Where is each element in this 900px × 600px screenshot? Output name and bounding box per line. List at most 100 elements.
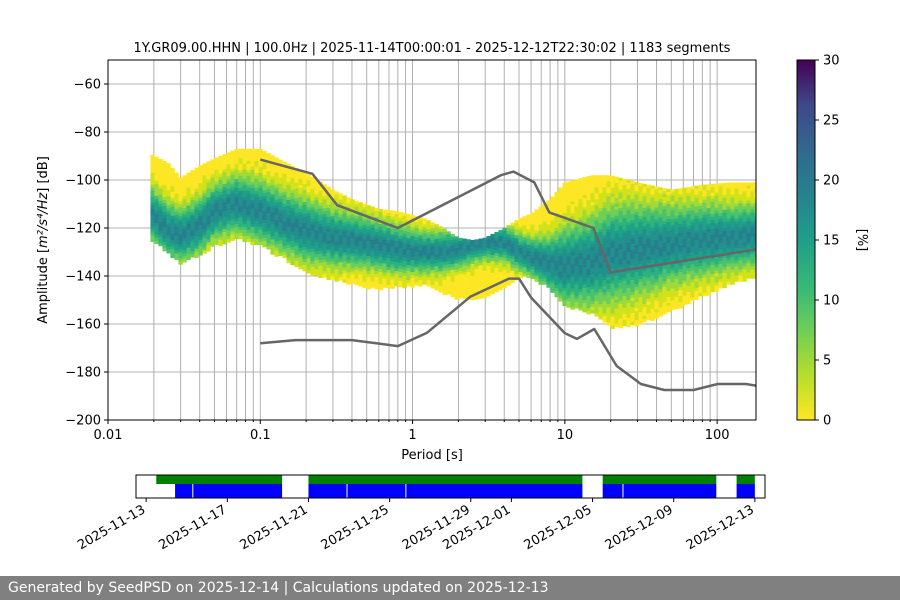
heatmap-cell (650, 314, 655, 318)
heatmap-cell (246, 217, 251, 222)
heatmap-cell (686, 285, 691, 290)
heatmap-cell (682, 193, 687, 197)
heatmap-cell (658, 211, 663, 215)
heatmap-cell (610, 250, 615, 254)
heatmap-cell (722, 248, 727, 253)
heatmap-cell (386, 270, 391, 274)
heatmap-cell (278, 180, 283, 184)
heatmap-cell (334, 278, 339, 282)
heatmap-cell (650, 272, 655, 276)
heatmap-cell (630, 316, 635, 320)
heatmap-cell (334, 260, 339, 264)
heatmap-cell (274, 202, 279, 206)
heatmap-cell (702, 262, 707, 266)
heatmap-cell (750, 260, 755, 264)
heatmap-cell (230, 219, 235, 223)
heatmap-cell (690, 282, 695, 286)
heatmap-cell (422, 236, 427, 240)
heatmap-cell (370, 233, 375, 237)
heatmap-cell (590, 220, 595, 224)
heatmap-cell (742, 197, 747, 201)
heatmap-cell (610, 244, 615, 248)
heatmap-cell (570, 234, 575, 238)
heatmap-cell (562, 188, 567, 193)
heatmap-cell (646, 217, 651, 222)
heatmap-cell (494, 243, 499, 248)
heatmap-cell (554, 275, 559, 280)
heatmap-cell (186, 175, 191, 179)
heatmap-cell (218, 233, 223, 238)
heatmap-cell (714, 276, 719, 280)
heatmap-cell (490, 278, 495, 283)
heatmap-cell (330, 261, 335, 265)
heatmap-cell (618, 192, 623, 197)
heatmap-cell (266, 207, 271, 211)
heatmap-cell (466, 269, 471, 273)
heatmap-cell (690, 186, 695, 190)
heatmap-cell (626, 257, 631, 262)
heatmap-cell (338, 217, 343, 221)
heatmap-cell (150, 154, 155, 158)
heatmap-cell (174, 190, 179, 194)
heatmap-cell (506, 228, 511, 232)
heatmap-cell (550, 271, 555, 275)
heatmap-cell (350, 220, 355, 224)
heatmap-cell (214, 208, 219, 212)
heatmap-cell (534, 275, 539, 279)
x-tick-label: 10 (557, 428, 574, 443)
heatmap-cell (322, 247, 327, 251)
heatmap-cell (570, 192, 575, 196)
heatmap-cell (726, 227, 731, 231)
heatmap-cell (566, 304, 571, 308)
heatmap-cell (638, 261, 643, 265)
heatmap-cell (486, 268, 491, 273)
heatmap-cell (594, 196, 599, 200)
heatmap-cell (478, 265, 483, 269)
heatmap-cell (490, 275, 495, 280)
heatmap-cell (754, 254, 756, 258)
heatmap-cell (666, 245, 671, 250)
heatmap-cell (422, 272, 427, 276)
heatmap-cell (370, 254, 375, 258)
heatmap-cell (186, 211, 191, 215)
heatmap-cell (318, 217, 323, 222)
heatmap-cell (614, 320, 619, 325)
heatmap-cell (414, 234, 419, 238)
heatmap-cell (662, 248, 667, 252)
heatmap-cell (678, 236, 683, 240)
heatmap-cell (342, 246, 347, 250)
heatmap-cell (582, 282, 587, 286)
heatmap-cell (422, 245, 427, 249)
heatmap-cell (618, 189, 623, 194)
heatmap-cell (266, 240, 271, 244)
heatmap-cell (638, 300, 643, 304)
heatmap-cell (170, 215, 175, 220)
heatmap-cell (218, 236, 223, 241)
heatmap-cell (658, 289, 663, 293)
heatmap-cell (222, 205, 227, 209)
heatmap-cell (678, 209, 683, 213)
heatmap-cell (606, 226, 611, 230)
heatmap-cell (558, 229, 563, 233)
heatmap-cell (730, 215, 735, 219)
heatmap-cell (514, 232, 519, 236)
heatmap-cell (478, 295, 483, 299)
heatmap-cell (278, 192, 283, 196)
heatmap-cell (346, 281, 351, 285)
heatmap-cell (246, 187, 251, 192)
heatmap-cell (302, 231, 307, 236)
heatmap-cell (334, 200, 339, 204)
heatmap-cell (610, 253, 615, 257)
heatmap-cell (350, 259, 355, 263)
heatmap-cell (214, 163, 219, 167)
heatmap-cell (578, 256, 583, 260)
heatmap-cell (250, 208, 255, 213)
heatmap-cell (166, 238, 171, 242)
heatmap-cell (622, 244, 627, 249)
heatmap-cell (282, 245, 287, 250)
heatmap-cell (498, 244, 503, 249)
heatmap-cell (458, 252, 463, 257)
heatmap-cell (394, 217, 399, 221)
heatmap-cell (610, 181, 615, 185)
heatmap-cell (646, 301, 651, 306)
